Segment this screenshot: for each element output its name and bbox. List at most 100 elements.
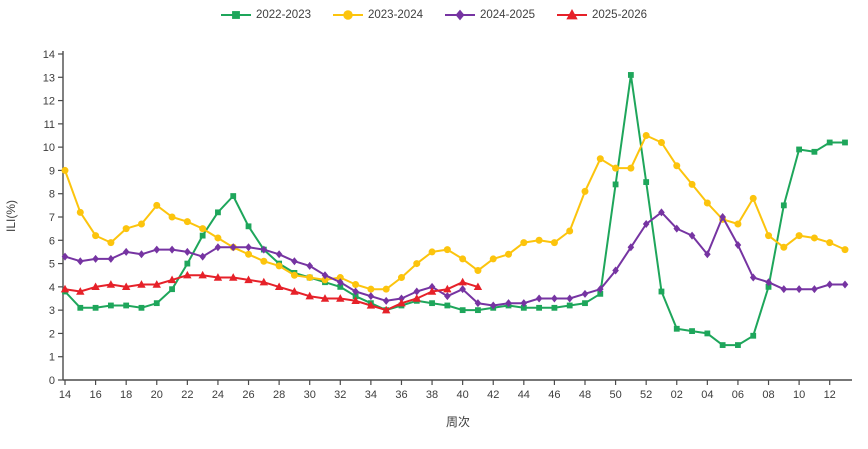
data-point-diamond [122,247,130,256]
x-tick-label: 52 [640,389,652,401]
data-point-diamond [92,254,99,263]
data-point-diamond [780,285,788,294]
data-point-circle [153,201,161,209]
data-point-square [750,332,757,339]
data-point-square [551,304,558,311]
data-point-square [520,304,527,311]
data-point-circle [688,180,696,188]
data-point-square [429,300,435,307]
data-point-diamond [455,9,465,21]
x-tick-label: 42 [487,389,499,401]
legend-label-2023-2024: 2023-2024 [368,9,423,21]
data-point-square [444,302,451,309]
x-axis-title: 周次 [446,415,470,429]
data-point-circle [703,199,711,207]
data-point-square [138,304,145,311]
legend-item-2023-2024: 2023-2024 [333,8,423,22]
data-point-triangle [137,280,146,288]
data-point-square [780,202,787,209]
data-point-circle [520,239,528,247]
data-point-circle [245,250,253,258]
data-point-triangle [198,270,207,279]
data-point-square [169,286,175,293]
legend-item-2022-2023: 2022-2023 [221,8,311,22]
data-point-triangle [397,298,406,307]
x-tick-label: 34 [365,389,377,401]
data-point-circle [343,10,353,20]
data-point-square [582,300,588,307]
data-point-square [612,181,619,188]
y-tick-label: 8 [49,189,55,201]
y-tick-label: 4 [49,282,55,294]
x-tick-label: 48 [579,389,591,401]
x-tick-label: 20 [151,389,163,401]
legend-circle-marker-icon [333,10,363,20]
data-point-square [199,232,206,239]
data-point-circle [107,239,115,247]
data-point-diamond [627,243,635,252]
data-point-diamond [826,280,833,289]
data-point-diamond [76,257,84,266]
data-point-circle [92,232,100,240]
data-point-triangle [213,273,223,281]
data-point-triangle [76,287,85,295]
data-point-diamond [658,208,665,217]
data-point-triangle [259,277,269,286]
data-point-triangle [336,294,345,302]
data-point-triangle [60,284,70,293]
data-point-triangle [305,291,314,300]
data-point-triangle [244,275,253,284]
data-point-square [245,223,252,230]
series-line-2022-2023 [64,74,846,347]
data-point-circle [841,246,849,254]
data-point-circle [810,234,818,242]
y-tick-label: 3 [49,305,55,317]
x-tick-label: 50 [609,389,621,401]
data-point-circle [474,267,482,275]
data-point-circle [122,225,130,233]
data-point-diamond [214,243,222,252]
x-tick-label: 40 [457,389,469,401]
data-point-square [689,328,695,334]
x-tick-label: 16 [89,389,101,401]
data-point-triangle [152,280,161,288]
data-point-circle [321,276,329,284]
data-point-diamond [811,285,818,294]
data-point-circle [780,243,788,251]
data-point-triangle [458,277,467,286]
data-point-triangle [91,282,100,291]
data-point-circle [550,239,558,247]
data-point-triangle [366,301,376,309]
data-point-diamond [398,294,405,303]
data-point-circle [612,164,620,172]
data-point-circle [627,164,635,172]
chart-legend: 2022-2023 2023-2024 2024-2025 2025-2026 [0,0,868,26]
x-tick-label: 38 [426,389,438,401]
data-point-diamond [673,224,681,233]
legend-diamond-marker-icon [445,9,475,21]
data-point-square [232,11,240,19]
data-point-square [475,307,481,314]
data-point-square [215,209,221,216]
y-tick-label: 9 [49,165,55,177]
data-point-square [92,304,99,311]
data-point-square [107,302,114,309]
data-point-triangle [106,280,116,288]
data-point-triangle [183,270,192,279]
data-point-triangle [427,287,437,295]
legend-item-2025-2026: 2025-2026 [557,8,647,22]
data-point-circle [596,155,604,163]
data-point-square [627,72,634,78]
data-point-diamond [489,301,497,310]
x-tick-label: 22 [181,389,193,401]
data-point-diamond [596,285,604,294]
data-point-diamond [765,278,772,287]
x-tick-label: 32 [334,389,346,401]
data-point-circle [489,255,497,263]
data-point-square [230,193,237,199]
data-point-square [704,330,711,337]
data-point-triangle [121,282,131,291]
data-point-circle [306,274,314,282]
data-point-square [77,304,84,311]
